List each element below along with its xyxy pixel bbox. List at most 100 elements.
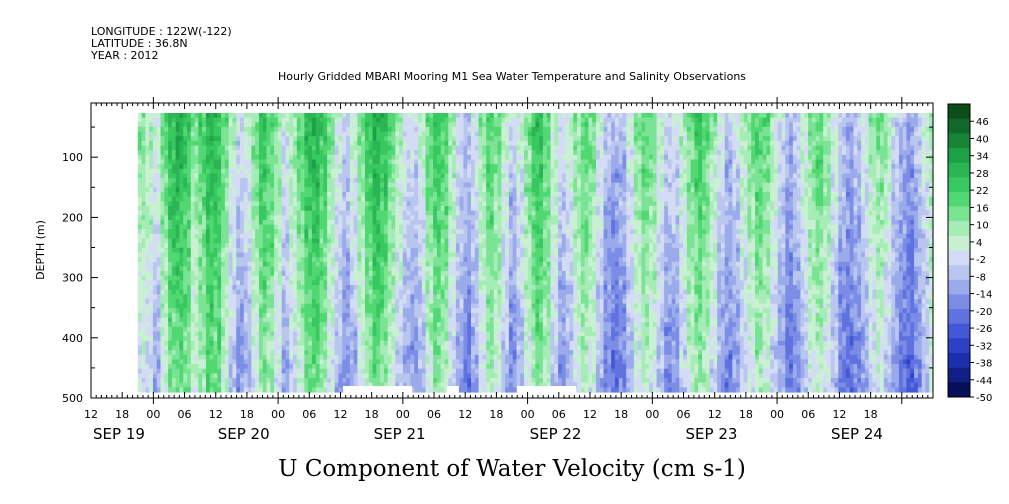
heat-cell — [910, 154, 915, 161]
heat-cell — [823, 145, 828, 151]
heat-cell — [736, 164, 741, 170]
heat-cell — [300, 219, 305, 226]
heat-cell — [683, 201, 688, 207]
heat-cell — [614, 140, 620, 147]
heat-cell — [444, 210, 449, 216]
heat-cell — [830, 154, 836, 161]
heat-cell — [539, 182, 544, 188]
heat-cell — [353, 187, 359, 193]
heat-cell — [694, 154, 699, 161]
heat-cell — [262, 215, 268, 221]
heat-cell — [781, 140, 786, 147]
heat-cell — [694, 178, 699, 184]
heat-cell — [614, 113, 620, 119]
heat-cell — [789, 201, 794, 207]
heat-cell — [334, 201, 340, 207]
heat-cell — [414, 168, 419, 175]
heat-cell — [917, 173, 923, 179]
heat-cell — [626, 150, 631, 156]
heat-cell — [618, 173, 624, 179]
heat-cell — [334, 173, 340, 179]
heat-cell — [198, 145, 203, 151]
heat-cell — [811, 126, 817, 133]
heat-cell — [482, 192, 487, 198]
heat-cell — [823, 173, 828, 179]
heat-cell — [448, 178, 453, 184]
heat-cell — [736, 182, 741, 188]
heat-cell — [281, 117, 287, 123]
heat-cell — [868, 201, 874, 207]
heat-cell — [792, 117, 798, 123]
heat-cell — [395, 159, 400, 165]
heat-cell — [656, 168, 661, 175]
heat-cell — [433, 196, 438, 202]
heat-cell — [531, 187, 536, 193]
heat-cell — [755, 150, 760, 156]
heat-cell — [569, 131, 574, 137]
heat-cell — [755, 201, 760, 207]
heat-cell — [387, 205, 393, 212]
heat-cell — [792, 113, 798, 119]
heat-cell — [838, 113, 843, 119]
heat-cell — [770, 168, 775, 175]
heat-cell — [656, 117, 661, 123]
heat-cell — [406, 205, 412, 212]
heat-cell — [149, 126, 154, 133]
heat-cell — [683, 164, 688, 170]
heat-cell — [209, 140, 215, 147]
heat-cell — [584, 145, 590, 151]
heat-cell — [758, 126, 764, 133]
heat-cell — [705, 113, 711, 119]
heat-cell — [603, 168, 608, 175]
heat-cell — [175, 173, 181, 179]
heat-cell — [175, 210, 181, 216]
heat-cell — [440, 145, 446, 151]
heat-cell — [641, 150, 646, 156]
heat-cell — [429, 140, 434, 147]
heat-cell — [482, 136, 487, 142]
heat-cell — [542, 126, 548, 133]
heat-cell — [804, 140, 809, 147]
heat-cell — [334, 182, 340, 188]
heat-cell — [342, 126, 347, 133]
heat-cell — [792, 178, 798, 184]
heat-cell — [217, 182, 222, 188]
heat-cell — [709, 140, 714, 147]
heat-cell — [240, 122, 245, 128]
heat-cell — [770, 140, 775, 147]
heat-cell — [520, 131, 525, 137]
heat-cell — [830, 178, 836, 184]
heat-cell — [395, 205, 400, 212]
heat-cell — [868, 126, 874, 133]
heat-cell — [349, 164, 355, 170]
heat-cell — [830, 150, 836, 156]
heat-cell — [304, 173, 309, 179]
heat-cell — [319, 117, 324, 123]
heat-cell — [274, 201, 279, 207]
heat-cell — [160, 182, 165, 188]
heat-cell — [198, 182, 203, 188]
heat-cell — [383, 150, 389, 156]
heat-cell — [402, 126, 408, 133]
heat-cell — [804, 122, 809, 128]
heat-cell — [508, 215, 514, 221]
heat-cell — [800, 215, 805, 221]
heat-cell — [811, 164, 817, 170]
heat-cell — [319, 187, 324, 193]
heat-cell — [808, 131, 813, 137]
heat-cell — [516, 168, 521, 175]
heat-cell — [561, 122, 567, 128]
heat-cell — [834, 126, 839, 133]
heat-cell — [471, 126, 476, 133]
heat-cell — [864, 117, 870, 123]
heat-cell — [270, 122, 275, 128]
heat-cell — [372, 164, 377, 170]
heat-cell — [205, 215, 211, 221]
heat-cell — [633, 168, 639, 175]
heat-cell — [380, 145, 385, 151]
heat-cell — [675, 126, 680, 133]
heat-cell — [849, 210, 855, 216]
heat-cell — [171, 201, 177, 207]
heat-cell — [565, 122, 571, 128]
heat-cell — [187, 131, 192, 137]
